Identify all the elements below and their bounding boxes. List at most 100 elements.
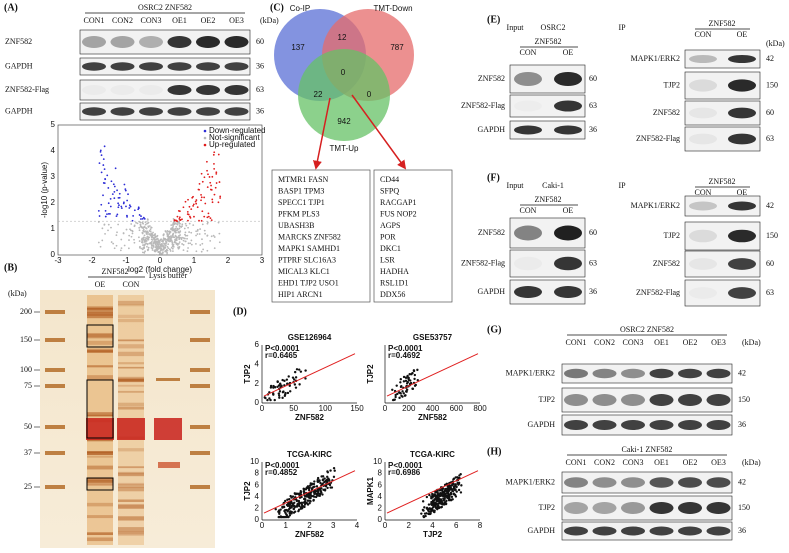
volcano-dot — [169, 239, 172, 242]
volcano-dot — [166, 233, 169, 236]
lane-label: CON — [123, 280, 140, 289]
volcano-dot — [119, 249, 122, 252]
volcano-dot — [141, 231, 144, 234]
scatter-dot — [284, 499, 287, 503]
ladder-band — [45, 338, 65, 342]
volcano-dot — [125, 228, 128, 231]
volcano-dot — [145, 242, 148, 245]
volcano-dot — [187, 219, 189, 222]
scatter-dot — [445, 499, 448, 503]
scatter-dot — [450, 495, 454, 499]
volcano-dot — [151, 234, 154, 237]
legend-dot — [203, 143, 207, 147]
volcano-dot — [183, 227, 186, 230]
kda-label: 63 — [766, 288, 774, 297]
band — [621, 502, 645, 514]
ladder-band — [190, 338, 210, 342]
band — [649, 420, 674, 430]
volcano-dot — [157, 245, 160, 248]
volcano-dot — [138, 229, 141, 232]
scatter-dot — [292, 378, 296, 381]
x-axis-label: ZNF582 — [295, 413, 324, 422]
scatter-dot — [441, 487, 445, 490]
scatter-dot — [405, 390, 408, 393]
lane-label: CON1 — [566, 458, 587, 467]
blot-strip — [561, 471, 733, 494]
volcano-dot — [200, 172, 203, 175]
volcano-dot — [141, 237, 144, 240]
scatter-dot — [315, 492, 318, 496]
band — [706, 368, 731, 379]
x-tick-label: 50 — [289, 404, 298, 413]
lane-label: OE — [563, 206, 574, 215]
row-label: GAPDH — [527, 420, 555, 429]
scatter-dot — [447, 498, 451, 502]
volcano-dot — [103, 168, 106, 170]
volcano-dot — [181, 243, 184, 245]
volcano-dot — [118, 196, 121, 199]
volcano-dot — [218, 181, 221, 183]
volcano-dot — [113, 247, 116, 250]
volcano-dot — [151, 239, 154, 241]
gene-list-item: HIP1 ARCN1 — [278, 290, 323, 299]
kda-label: 42 — [738, 368, 746, 377]
band — [621, 477, 645, 488]
volcano-dot — [143, 247, 145, 250]
volcano-dot — [97, 241, 100, 244]
kda-label: 60 — [766, 259, 774, 268]
lane-band — [87, 515, 113, 519]
volcano-dot — [201, 180, 204, 183]
scatter-dot — [402, 375, 406, 379]
volcano-dot — [149, 242, 152, 245]
highlight-box — [86, 379, 114, 439]
lane-label: OE1 — [654, 338, 669, 347]
volcano-dot — [177, 231, 180, 233]
ladder-band — [190, 310, 210, 314]
lane-label: OE — [95, 280, 106, 289]
band — [592, 502, 617, 514]
scatter-dot — [273, 398, 276, 402]
gene-list-item: AGPS — [380, 221, 400, 230]
lane-band — [87, 465, 113, 470]
lane-band — [87, 365, 113, 368]
volcano-dot — [130, 229, 132, 232]
lane-band — [118, 448, 144, 452]
volcano-dot — [140, 215, 142, 218]
x-tick-label: 2 — [226, 256, 231, 265]
scatter-dot — [294, 376, 298, 379]
volcano-dot — [113, 197, 116, 200]
gene-list-item: DKC1 — [380, 244, 401, 253]
scatter-dot — [297, 368, 301, 371]
volcano-dot — [172, 221, 175, 223]
highlight-box — [86, 477, 114, 491]
scatter-dot — [427, 510, 431, 513]
y-tick-label: 0 — [255, 398, 260, 407]
volcano-dot — [144, 221, 147, 224]
scatter-dot — [430, 495, 433, 499]
group-label: ZNF582 — [708, 177, 735, 186]
band — [139, 107, 163, 116]
lane-band — [87, 310, 113, 314]
volcano-dot — [156, 241, 159, 244]
y-tick-label: 2 — [255, 504, 260, 513]
scatter-dot — [307, 488, 311, 492]
band — [111, 85, 135, 95]
scatter-dot — [444, 487, 447, 491]
lane-band — [87, 480, 113, 484]
scatter-dot — [285, 503, 289, 507]
x-tick-label: 200 — [402, 404, 416, 413]
volcano-dot — [147, 246, 150, 249]
gene-list-item: FUS NOP2 — [380, 209, 417, 218]
scatter-dot — [289, 494, 292, 498]
volcano-dot — [153, 234, 156, 237]
lane-band — [118, 362, 144, 365]
band — [564, 477, 588, 488]
volcano-dot — [126, 199, 129, 202]
volcano-dot — [117, 223, 120, 226]
scatter-dot — [437, 496, 440, 499]
lane-label: CON — [520, 48, 537, 57]
volcano-dot — [169, 250, 172, 252]
scatter-dot — [304, 498, 307, 501]
y-tick-label: 4 — [51, 146, 56, 155]
